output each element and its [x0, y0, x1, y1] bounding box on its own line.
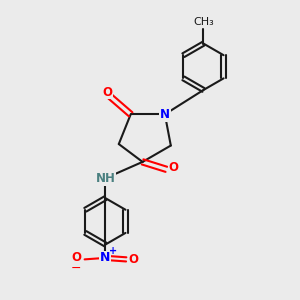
- Text: O: O: [71, 251, 81, 264]
- Text: NH: NH: [95, 172, 116, 185]
- Text: O: O: [129, 253, 139, 266]
- Text: CH₃: CH₃: [193, 17, 214, 27]
- Text: +: +: [109, 246, 117, 256]
- Text: N: N: [100, 251, 111, 264]
- Text: O: O: [169, 161, 179, 174]
- Text: −: −: [71, 262, 82, 275]
- Text: O: O: [102, 85, 112, 98]
- Text: N: N: [160, 108, 170, 121]
